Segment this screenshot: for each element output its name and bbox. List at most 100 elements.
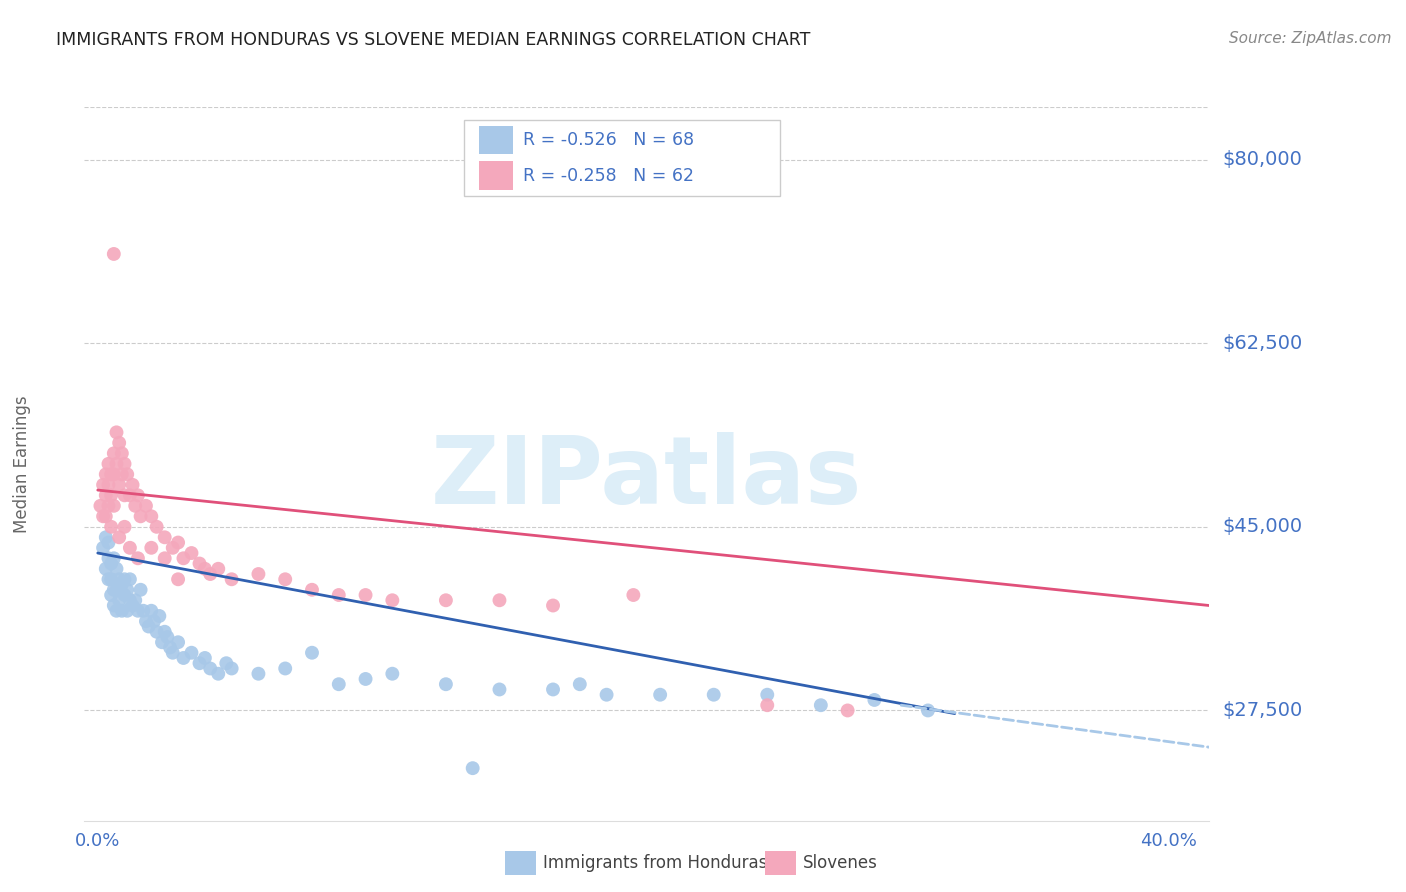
Point [180,546,202,560]
Point [837,703,859,717]
Point [91,509,114,524]
Point [354,672,377,686]
Point [167,635,190,649]
Point [650,688,672,702]
Point [207,562,229,576]
Point [97,499,120,513]
Text: R = -0.526   N = 68: R = -0.526 N = 68 [523,131,695,149]
Point [108,593,131,607]
Point [381,666,404,681]
Point [301,582,323,597]
Point [180,646,202,660]
Point [145,520,167,534]
Point [111,604,134,618]
Point [129,582,152,597]
Point [863,693,886,707]
Point [200,567,222,582]
Point [917,703,939,717]
Point [94,509,117,524]
Text: Source: ZipAtlas.com: Source: ZipAtlas.com [1229,31,1392,46]
Point [247,666,270,681]
Point [127,488,149,502]
Point [354,588,377,602]
Point [156,630,179,644]
Point [103,599,125,613]
Text: Median Earnings: Median Earnings [14,395,31,533]
Point [153,624,176,639]
Point [434,677,457,691]
Point [111,467,134,482]
Point [103,551,125,566]
Point [97,478,120,492]
Point [167,572,190,586]
Point [188,657,211,671]
Point [141,541,163,555]
Point [103,446,125,460]
Point [121,478,143,492]
Point [756,688,779,702]
Point [150,635,173,649]
Point [103,582,125,597]
Point [115,604,138,618]
Point [124,593,146,607]
Point [121,599,143,613]
Point [127,551,149,566]
Point [118,541,141,555]
Point [810,698,832,713]
Point [132,604,155,618]
Point [118,593,141,607]
Point [141,509,163,524]
Point [135,614,157,628]
Point [541,682,564,697]
Point [94,467,117,482]
Point [194,651,217,665]
Point [756,698,779,713]
Text: $80,000: $80,000 [1223,150,1302,169]
Point [301,646,323,660]
Point [703,688,725,702]
Point [97,457,120,471]
Point [91,478,114,492]
Point [621,588,644,602]
Point [100,467,122,482]
Point [215,657,238,671]
Point [108,530,131,544]
Point [200,661,222,675]
Point [105,562,128,576]
Point [105,425,128,440]
Point [143,614,166,628]
Point [100,588,122,602]
Point [124,499,146,513]
Point [105,604,128,618]
Point [434,593,457,607]
Point [461,761,484,775]
Point [114,572,136,586]
Point [159,640,181,655]
Point [247,567,270,582]
Point [595,688,617,702]
Point [148,609,170,624]
Point [541,599,564,613]
Point [97,551,120,566]
Point [105,457,128,471]
Point [274,572,297,586]
Point [114,520,136,534]
Point [108,435,131,450]
Point [100,572,122,586]
Point [108,572,131,586]
Text: R = -0.258   N = 62: R = -0.258 N = 62 [523,167,695,185]
Point [103,247,125,261]
Point [103,467,125,482]
Point [328,588,350,602]
Point [141,604,163,618]
Point [89,499,111,513]
Point [381,593,404,607]
Point [328,677,350,691]
Point [207,666,229,681]
Point [100,557,122,571]
Point [114,457,136,471]
Point [94,488,117,502]
Point [129,509,152,524]
Point [105,582,128,597]
Point [274,661,297,675]
